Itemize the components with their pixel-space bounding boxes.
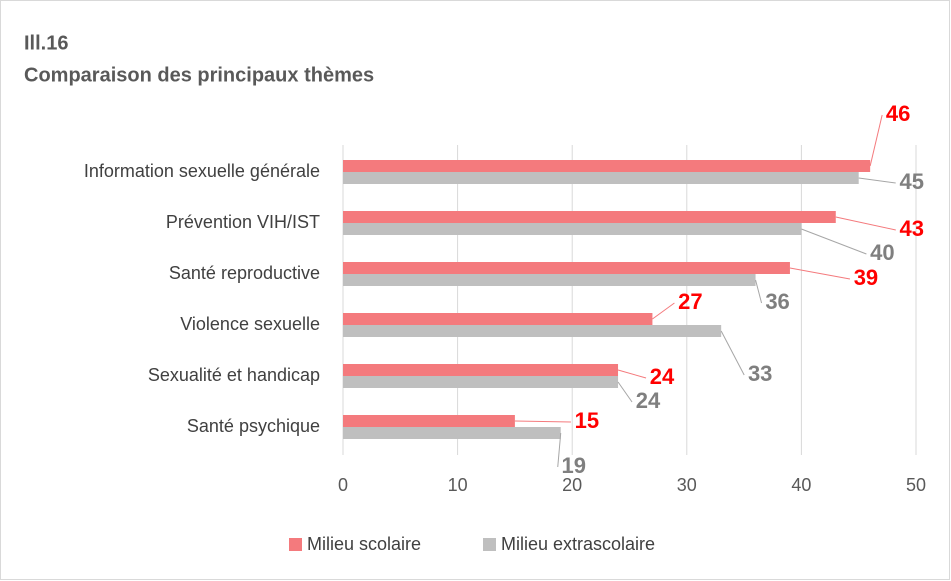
legend-swatch [289,538,302,551]
x-tick-label: 30 [677,475,697,495]
data-label: 27 [678,289,702,314]
leader-line [720,330,745,376]
data-label: 45 [899,169,923,194]
data-label: 39 [854,265,878,290]
data-label: 33 [748,361,772,386]
x-tick-label: 10 [448,475,468,495]
bar [343,274,756,286]
bar [343,262,790,274]
bar [343,172,859,184]
leader-line [514,420,571,423]
bar [343,415,515,427]
data-label: 24 [650,364,675,389]
leader-line [557,432,562,468]
leader-line [617,369,647,379]
leader-line [801,228,867,255]
x-tick-label: 50 [906,475,926,495]
data-label: 24 [636,388,661,413]
legend-label: Milieu extrascolaire [501,534,655,554]
leader-line [617,381,633,403]
data-label: 19 [561,453,585,478]
chart-title: Comparaison des principaux thèmes [24,64,374,86]
data-label: 46 [886,101,910,126]
category-label: Santé psychique [187,416,320,436]
bar [343,211,836,223]
leader-line [755,279,763,304]
leader-line [789,267,851,280]
legend-swatch [483,538,496,551]
data-label: 36 [765,289,789,314]
leader-line [835,216,896,231]
x-tick-label: 20 [562,475,582,495]
leader-line [652,302,675,320]
bar [343,376,619,388]
data-label: 43 [900,216,924,241]
category-label: Prévention VIH/IST [166,212,320,232]
x-tick-label: 40 [791,475,811,495]
bar [343,325,722,337]
leader-line [869,114,883,167]
category-label: Santé reproductive [169,263,320,283]
bar [343,223,802,235]
bar [343,364,619,376]
bar [343,427,561,439]
bar [343,160,871,172]
x-tick-label: 0 [338,475,348,495]
category-label: Violence sexuelle [180,314,320,334]
category-label: Information sexuelle générale [84,161,320,181]
bar [343,313,653,325]
data-label: 15 [575,408,599,433]
category-label: Sexualité et handicap [148,365,320,385]
leader-line [858,177,896,184]
data-label: 40 [870,240,894,265]
legend-label: Milieu scolaire [307,534,421,554]
figure-label: Ill.16 [24,32,68,54]
